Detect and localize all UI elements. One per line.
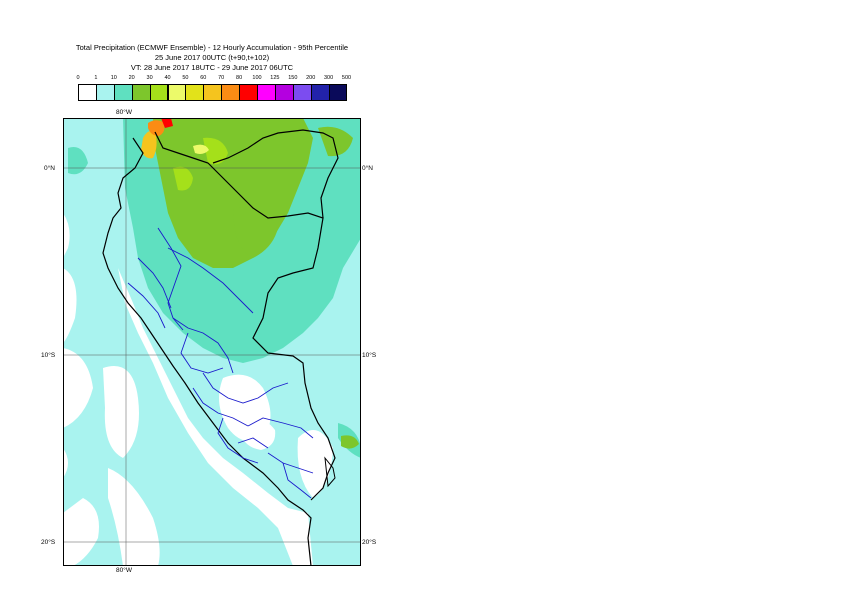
legend-tick-label: 80: [236, 75, 243, 81]
precipitation-map: [63, 118, 361, 566]
dry-patch: [108, 468, 160, 566]
medium-precip-zone: [68, 147, 88, 175]
legend-swatch: [292, 84, 312, 101]
national-border: [154, 131, 336, 501]
legend-tick-label: 70: [218, 75, 225, 81]
legend-tick-label: 200: [306, 75, 316, 81]
green-precip-zone: [233, 207, 278, 258]
regional-boundaries: [127, 227, 314, 499]
dry-coastal-land: [118, 268, 313, 566]
lon-label-bottom: 80°W: [116, 567, 132, 574]
map-border: [63, 118, 361, 566]
national-border-north: [212, 129, 339, 219]
legend-swatch: [274, 84, 294, 101]
legend-tick-label: 60: [200, 75, 207, 81]
lat-label-0-left: 0°N: [44, 165, 55, 172]
green-precip-zone: [341, 435, 359, 449]
legend-swatch: [257, 84, 276, 101]
legend-swatch: [149, 84, 169, 101]
lat-label-10s-left: 10°S: [41, 352, 56, 359]
heavy-precip-cell: [148, 120, 165, 136]
dry-patch: [63, 348, 93, 428]
legend-tick-label: 0: [76, 75, 80, 81]
legend-swatch: [78, 84, 97, 101]
legend-swatch: [167, 84, 187, 101]
valid-time: VT: 28 June 2017 18UTC - 29 June 2017 06…: [130, 63, 294, 72]
legend-tick-label: 10: [110, 75, 117, 81]
chart-title: Total Precipitation (ECMWF Ensemble) - 1…: [75, 43, 349, 52]
legend-swatch: [221, 84, 241, 101]
legend-swatch: [95, 84, 115, 101]
lake-titicaca: [324, 456, 336, 488]
legend-tick-label: 100: [252, 75, 262, 81]
light-yellow-cell: [193, 144, 209, 154]
legend-swatch: [203, 84, 223, 101]
legend-tick-label: 50: [182, 75, 189, 81]
legend-tick-label: 125: [270, 75, 280, 81]
dry-patch: [103, 366, 139, 458]
legend-tick-label: 150: [288, 75, 298, 81]
forecast-run: 25 June 2017 00UTC (t+90,t+102): [154, 53, 270, 62]
yellowgreen-precip-zone: [203, 137, 228, 165]
legend-swatch: [185, 84, 205, 101]
coastline: [102, 137, 312, 566]
legend-tick-label: 30: [146, 75, 153, 81]
heavy-precip-cell: [141, 130, 157, 159]
legend-swatch: [113, 84, 133, 101]
legend-tick-label: 20: [128, 75, 135, 81]
dry-patch: [63, 268, 77, 343]
dry-highland: [297, 430, 333, 498]
legend-tick-label: 300: [324, 75, 334, 81]
lat-label-20s-right: 20°S: [362, 539, 377, 546]
legend-swatch: [239, 84, 258, 101]
legend-tick-label: 40: [164, 75, 171, 81]
dry-patch: [63, 213, 70, 258]
dry-patch: [63, 448, 68, 478]
green-precip-zone: [318, 126, 353, 157]
legend-swatch: [310, 84, 330, 101]
legend-swatch: [131, 84, 151, 101]
lat-label-10s-right: 10°S: [362, 352, 377, 359]
dry-patch: [63, 498, 99, 566]
lat-label-0-right: 0°N: [362, 165, 373, 172]
lon-label-top: 80°W: [116, 109, 132, 116]
legend-tick-label: 500: [341, 75, 352, 81]
legend-tick-label: 1: [94, 75, 98, 81]
legend-swatch: [328, 84, 348, 101]
lat-label-20s-left: 20°S: [41, 539, 56, 546]
yellowgreen-precip-zone: [173, 166, 193, 191]
extreme-precip-cell: [161, 118, 173, 128]
